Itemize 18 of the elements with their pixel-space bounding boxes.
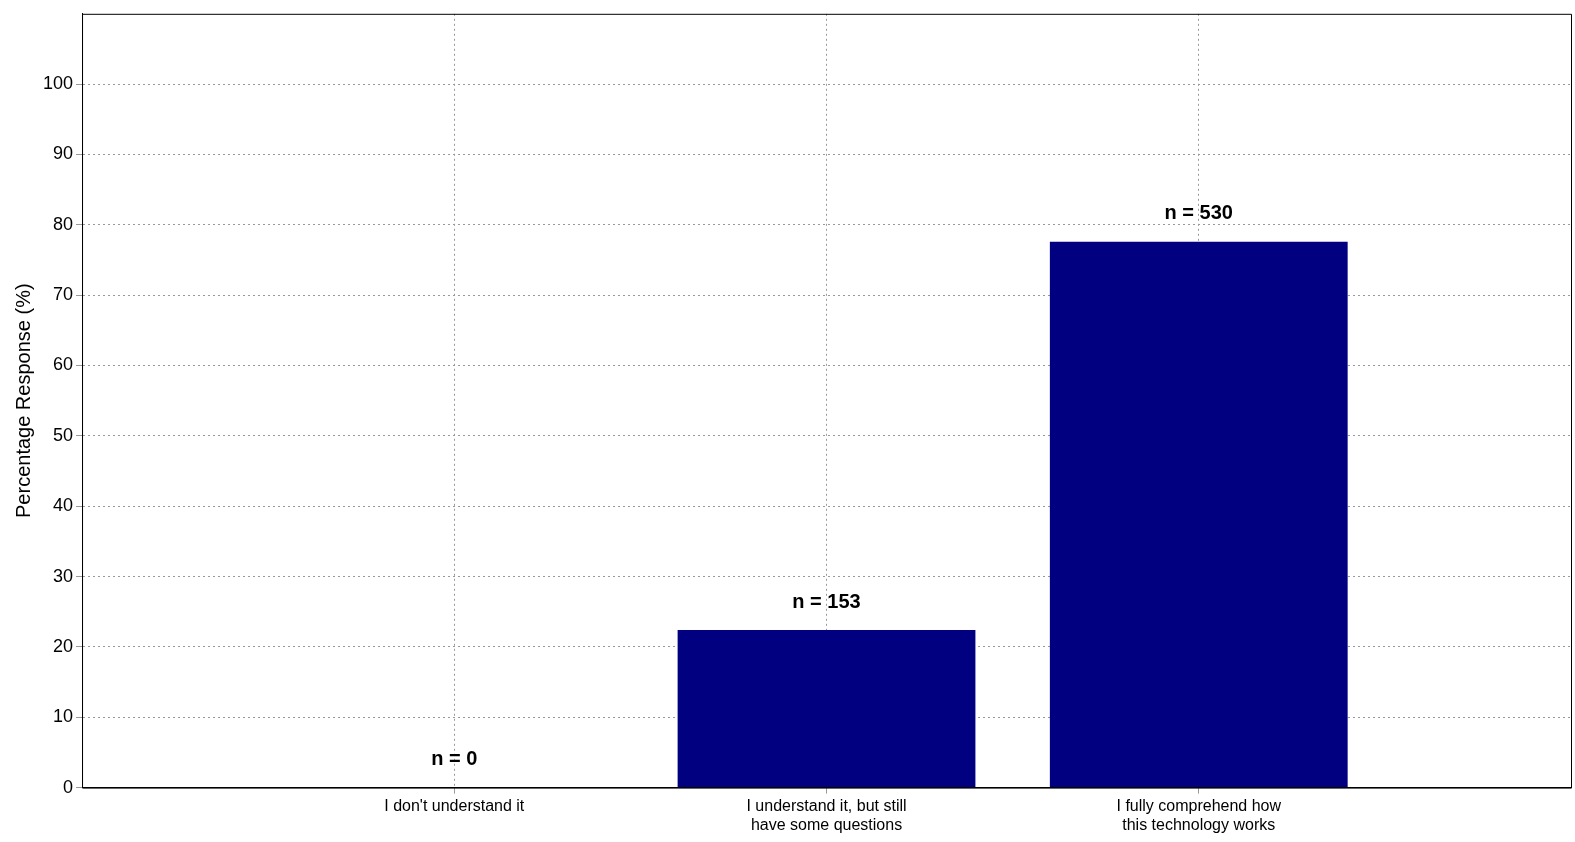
annotation: n = 153 [792,589,861,612]
y-tick-label: 60 [53,354,74,375]
y-tick-label: 20 [53,635,74,656]
x-tick-label: I fully comprehend how this technology works [1116,796,1282,833]
x-tick-label: I don't understand it [384,796,525,814]
annotation: n = 0 [431,747,478,770]
y-tick-label: 0 [63,776,74,797]
y-axis-title: Percentage Response (%) [11,283,34,518]
annotation: n = 530 [1164,201,1233,224]
y-tick-label: 100 [42,73,74,94]
y-tick-label: 70 [53,284,74,305]
y-tick-label: 90 [53,143,74,164]
y-tick-label: 80 [53,213,74,234]
y-tick-label: 50 [53,424,74,445]
x-tick-label: I understand it, but still have some questions [746,796,907,833]
y-tick-label: 30 [53,565,74,586]
y-tick-label: 40 [53,495,74,516]
y-tick-label: 10 [53,706,74,727]
